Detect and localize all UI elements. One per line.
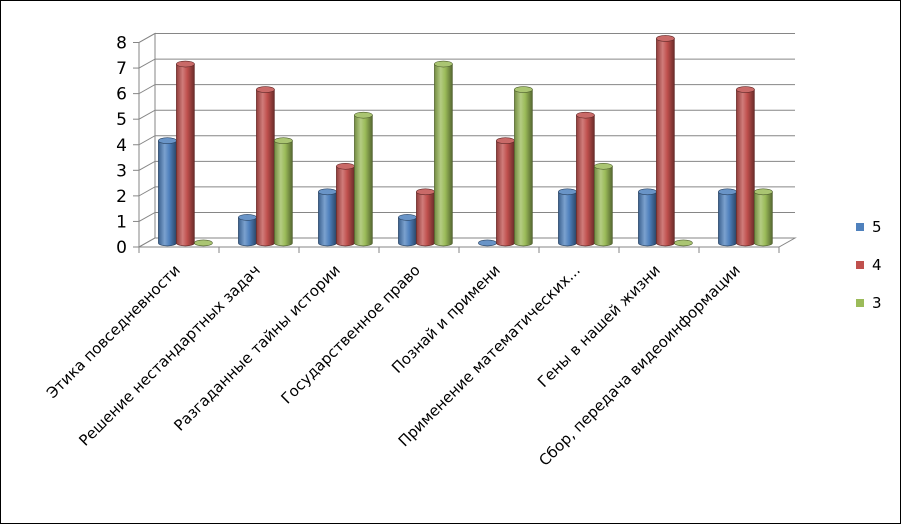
bar	[558, 188, 577, 247]
legend-label: 5	[872, 218, 882, 236]
bar	[238, 214, 257, 247]
y-tick-label: 5	[116, 110, 127, 130]
bar	[496, 137, 515, 247]
bar	[478, 239, 497, 247]
y-tick-label: 1	[116, 212, 127, 232]
x-category-label: Разгаданные тайны истории	[170, 261, 343, 434]
bar	[158, 137, 177, 247]
y-tick-label: 8	[116, 34, 127, 54]
bar	[754, 188, 773, 247]
bar	[416, 188, 435, 247]
gridline	[138, 160, 795, 171]
y-tick-label: 7	[116, 59, 127, 79]
bar	[194, 239, 213, 247]
gridline	[138, 58, 795, 69]
legend-swatch	[856, 299, 864, 307]
bar-series	[158, 35, 773, 247]
bar	[514, 86, 533, 247]
y-tick-label: 2	[116, 187, 127, 207]
y-tick-label: 3	[116, 161, 127, 181]
bar	[336, 162, 355, 247]
bar	[576, 111, 595, 247]
gridline	[138, 84, 795, 95]
gridline	[138, 211, 795, 222]
bar	[176, 60, 195, 247]
gridlines	[133, 33, 795, 253]
bar	[594, 162, 613, 247]
legend: 5 4 3	[856, 218, 882, 312]
y-axis-tick-labels: 0 1 2 3 4 5 6 7 8	[116, 34, 127, 259]
x-category-label: Государственное право	[278, 261, 424, 407]
bar	[256, 86, 275, 247]
floor	[137, 237, 797, 248]
bar	[274, 137, 293, 247]
legend-swatch	[856, 261, 864, 269]
bar	[318, 188, 337, 247]
bar	[354, 111, 373, 247]
gridline	[138, 33, 795, 43]
y-tick-label: 0	[116, 238, 127, 258]
bar	[718, 188, 737, 247]
bar	[656, 35, 675, 247]
bar	[434, 60, 453, 247]
bar	[674, 239, 693, 247]
gridline	[138, 109, 795, 120]
y-tick-label: 4	[116, 136, 127, 156]
x-category-label: Этика повседневности	[43, 261, 184, 402]
legend-label: 3	[872, 294, 882, 312]
bar	[736, 86, 755, 247]
y-tick-label: 6	[116, 85, 127, 105]
gridline	[138, 186, 795, 197]
legend-swatch	[856, 223, 864, 231]
chart-walls	[137, 32, 797, 248]
bar	[398, 214, 417, 247]
bar	[638, 188, 657, 247]
gridline	[138, 135, 795, 146]
legend-label: 4	[872, 256, 882, 274]
